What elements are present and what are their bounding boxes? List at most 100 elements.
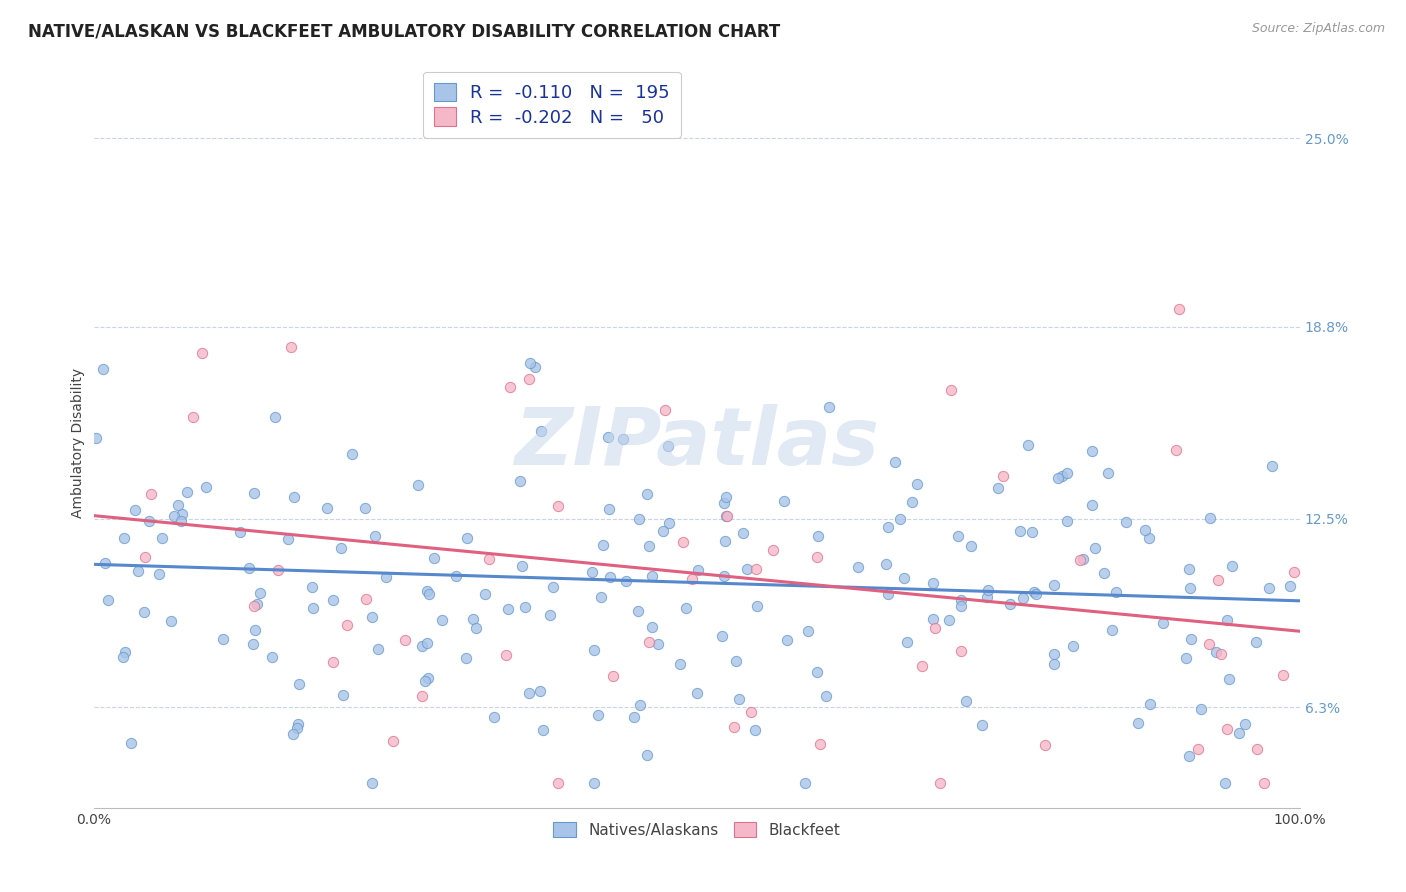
Point bbox=[524, 359, 547, 374]
Point bbox=[367, 642, 389, 657]
Point bbox=[148, 566, 170, 581]
Point bbox=[1097, 467, 1119, 481]
Point bbox=[598, 430, 620, 444]
Point bbox=[1047, 471, 1070, 485]
Point bbox=[285, 721, 308, 735]
Point bbox=[972, 718, 994, 732]
Point bbox=[361, 609, 384, 624]
Point bbox=[418, 587, 440, 601]
Point bbox=[939, 383, 962, 397]
Point bbox=[160, 614, 183, 628]
Point bbox=[127, 564, 149, 578]
Point bbox=[848, 560, 870, 574]
Point bbox=[654, 403, 676, 417]
Point bbox=[773, 493, 796, 508]
Point bbox=[1056, 514, 1078, 528]
Point bbox=[430, 613, 453, 627]
Point bbox=[112, 532, 135, 546]
Point bbox=[322, 656, 344, 670]
Point bbox=[330, 541, 353, 556]
Point bbox=[374, 570, 396, 584]
Point bbox=[1282, 565, 1305, 579]
Point bbox=[727, 691, 749, 706]
Point bbox=[929, 776, 952, 790]
Point bbox=[1105, 585, 1128, 599]
Point bbox=[238, 561, 260, 575]
Point bbox=[287, 716, 309, 731]
Point bbox=[1017, 438, 1039, 452]
Point bbox=[1062, 639, 1084, 653]
Point bbox=[592, 538, 614, 552]
Point bbox=[191, 346, 214, 360]
Point bbox=[877, 520, 900, 534]
Point bbox=[740, 706, 762, 720]
Point bbox=[1021, 524, 1043, 539]
Point bbox=[586, 707, 609, 722]
Point bbox=[141, 486, 163, 500]
Point bbox=[283, 490, 305, 504]
Point bbox=[1126, 715, 1149, 730]
Point bbox=[243, 599, 266, 613]
Point bbox=[960, 539, 983, 553]
Point bbox=[446, 569, 468, 583]
Point bbox=[950, 644, 973, 658]
Point bbox=[242, 637, 264, 651]
Point bbox=[797, 624, 820, 639]
Point bbox=[1073, 551, 1095, 566]
Point bbox=[762, 543, 785, 558]
Point bbox=[806, 665, 828, 680]
Point bbox=[987, 481, 1010, 495]
Point bbox=[517, 686, 540, 700]
Point bbox=[672, 535, 695, 549]
Point bbox=[543, 580, 565, 594]
Text: NATIVE/ALASKAN VS BLACKFEET AMBULATORY DISABILITY CORRELATION CHART: NATIVE/ALASKAN VS BLACKFEET AMBULATORY D… bbox=[28, 22, 780, 40]
Point bbox=[716, 508, 738, 523]
Point bbox=[713, 496, 735, 510]
Point bbox=[465, 621, 488, 635]
Point bbox=[461, 611, 484, 625]
Point bbox=[681, 572, 703, 586]
Point bbox=[547, 776, 569, 790]
Point bbox=[336, 618, 359, 632]
Point bbox=[735, 562, 758, 576]
Point bbox=[711, 630, 734, 644]
Point bbox=[1043, 647, 1066, 661]
Point bbox=[547, 499, 569, 513]
Point bbox=[361, 776, 384, 790]
Point bbox=[993, 469, 1015, 483]
Point bbox=[1080, 443, 1102, 458]
Point bbox=[1010, 524, 1032, 538]
Point bbox=[922, 575, 945, 590]
Point bbox=[1253, 776, 1275, 790]
Point bbox=[531, 723, 554, 737]
Point bbox=[167, 498, 190, 512]
Point bbox=[612, 432, 634, 446]
Point bbox=[1101, 624, 1123, 638]
Point bbox=[636, 748, 658, 763]
Point bbox=[169, 514, 191, 528]
Point bbox=[1178, 562, 1201, 576]
Point bbox=[263, 410, 285, 425]
Point bbox=[1135, 523, 1157, 537]
Point bbox=[657, 438, 679, 452]
Point bbox=[416, 636, 439, 650]
Point bbox=[134, 549, 156, 564]
Point bbox=[413, 673, 436, 688]
Point bbox=[229, 525, 252, 540]
Point bbox=[510, 559, 533, 574]
Point bbox=[1012, 591, 1035, 605]
Point bbox=[817, 400, 839, 414]
Point bbox=[1152, 616, 1174, 631]
Point bbox=[382, 734, 405, 748]
Point bbox=[246, 597, 269, 611]
Point bbox=[893, 571, 915, 585]
Point bbox=[280, 340, 302, 354]
Point bbox=[509, 475, 531, 489]
Point bbox=[364, 529, 387, 543]
Point bbox=[456, 531, 478, 545]
Point bbox=[176, 485, 198, 500]
Point bbox=[583, 776, 606, 790]
Point bbox=[1198, 637, 1220, 651]
Point bbox=[1056, 466, 1078, 480]
Point bbox=[519, 356, 541, 370]
